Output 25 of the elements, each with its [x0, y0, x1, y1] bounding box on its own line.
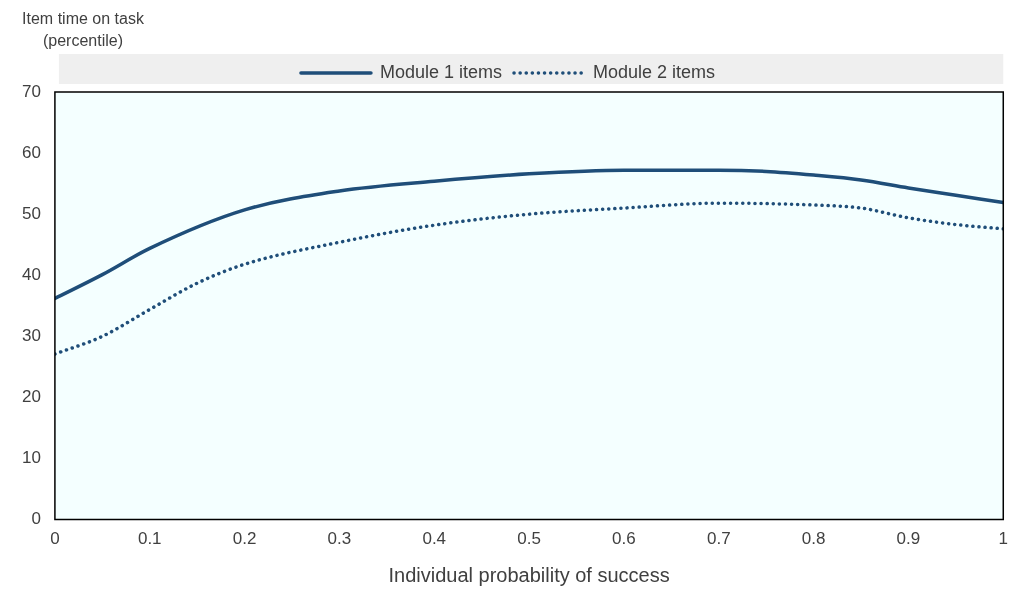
- x-tick-label: 0.1: [137, 529, 162, 549]
- x-tick-label: 0.7: [706, 529, 731, 549]
- y-tick-label: 70: [21, 81, 41, 101]
- y-tick-label: 0: [31, 509, 41, 529]
- x-tick-label: 0.5: [517, 529, 541, 549]
- y-tick-label: 50: [21, 203, 41, 223]
- line-series: [54, 201, 1004, 356]
- legend-label: Module 1 items: [379, 61, 503, 82]
- y-tick-label: 40: [21, 264, 41, 284]
- y-tick-label: 30: [21, 326, 41, 346]
- x-tick-label: 0.6: [612, 529, 636, 549]
- x-axis-title: Individual probability of success: [388, 563, 670, 586]
- y-tick-label: 20: [21, 387, 41, 407]
- y-tick-label: 60: [21, 142, 41, 162]
- x-tick-label: 0.3: [327, 529, 352, 549]
- x-tick-label: 1: [998, 529, 1009, 549]
- x-tick-label: 0: [50, 529, 60, 549]
- x-tick-label: 0.4: [422, 529, 447, 549]
- x-tick-label: 0.9: [896, 529, 921, 549]
- line-series: [54, 168, 1004, 301]
- y-tick-label: 10: [21, 448, 41, 468]
- legend-label: Module 2 items: [593, 61, 716, 82]
- x-tick-label: 0.2: [232, 529, 257, 549]
- x-tick-label: 0.8: [801, 529, 826, 549]
- y-axis-title: Item time on task (percentile): [21, 9, 145, 51]
